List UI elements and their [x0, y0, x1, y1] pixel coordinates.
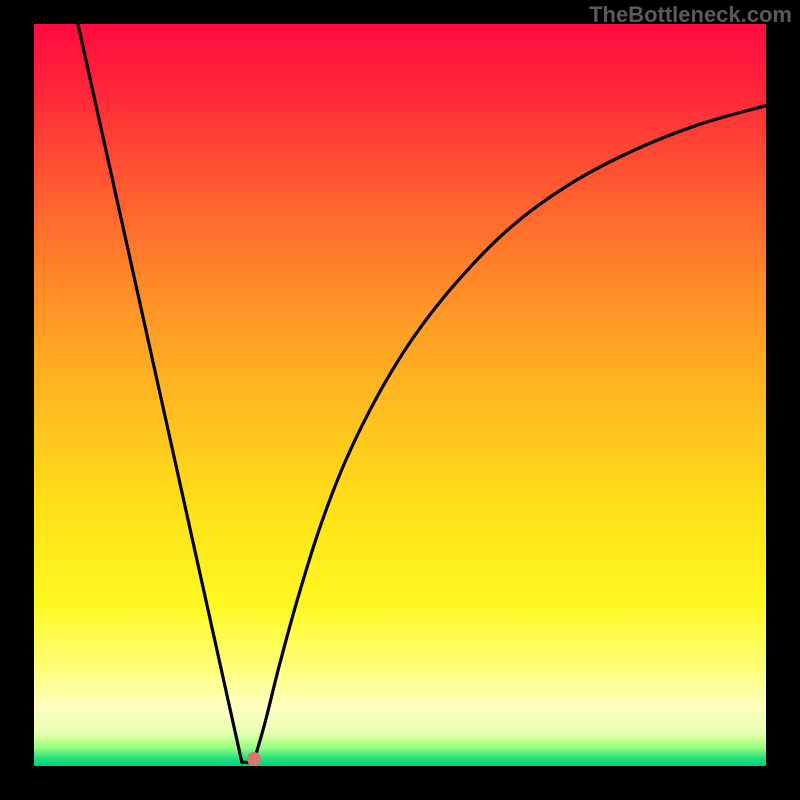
chart-container: TheBottleneck.com — [0, 0, 800, 800]
bottleneck-curve — [34, 24, 766, 766]
optimal-point-marker — [247, 752, 261, 766]
plot-area — [34, 24, 766, 766]
watermark-text: TheBottleneck.com — [589, 2, 792, 28]
